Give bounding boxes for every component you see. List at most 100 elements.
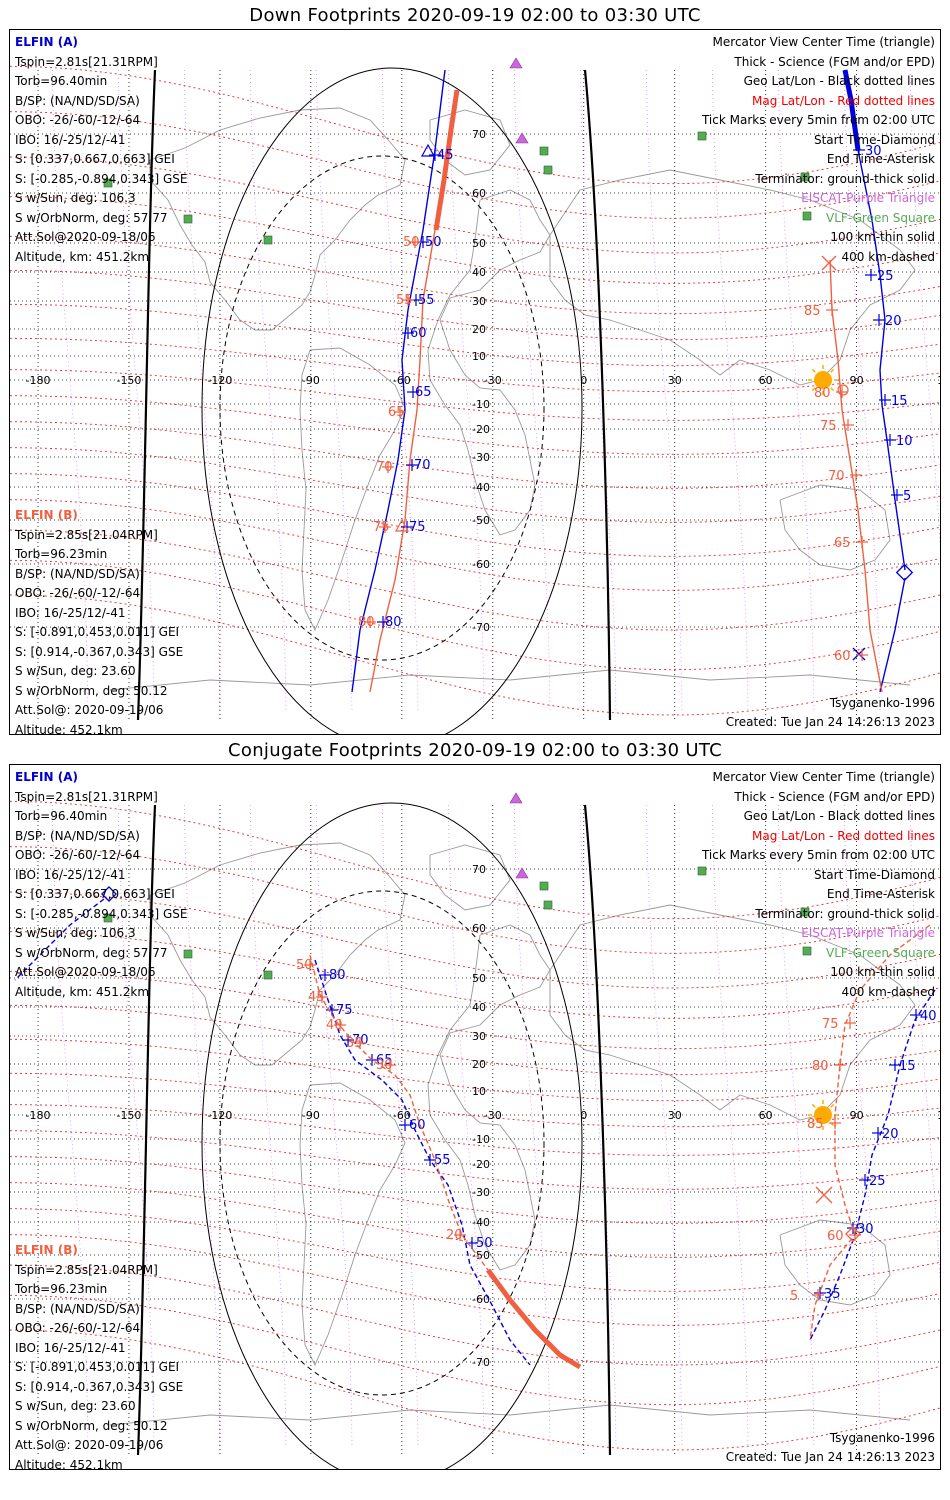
vlf-square-icon	[697, 131, 707, 141]
elfin-b-line: Torb=96.23min	[15, 547, 108, 561]
elfin-a-track-line	[14, 898, 105, 981]
elfin-a-line: S w/OrbNorm, deg: 57.77	[15, 945, 168, 960]
eiscat-triangle-icon	[515, 867, 529, 879]
lat-tick-label: 60	[472, 187, 486, 200]
lat-tick-label: -10	[472, 1133, 490, 1146]
elfin-b-tick-label: 45	[308, 990, 325, 1005]
eiscat-triangle-icon	[509, 792, 523, 804]
elfin-a-line: Tspin=2.81s[21.31RPM]	[15, 789, 158, 804]
elfin-a-line: Altitude, km: 451.2km	[15, 984, 150, 999]
panel2-title: Conjugate Footprints 2020-09-19 02:00 to…	[228, 740, 722, 761]
mag-lon-line	[579, 804, 617, 1446]
elfin-b-tick-label: 5	[790, 1289, 798, 1304]
elfin-a-line: OBO: -26/-60/-12/-64	[15, 848, 141, 862]
vlf-square-icon	[543, 900, 553, 910]
lat-tick-label: 60	[472, 922, 486, 935]
lat-tick-label: -60	[472, 558, 490, 571]
elfin-b-line: OBO: -26/-60/-12/-64	[15, 586, 141, 600]
lat-tick-label: 20	[472, 323, 486, 336]
elfin-a-tick-label: 30	[857, 1222, 874, 1237]
mag-lon-line	[711, 69, 749, 711]
mag-lat-line	[10, 65, 940, 185]
elfin-a-track-line	[879, 577, 906, 693]
elfin-a-line: IBO: 16/-25/12/-41	[15, 867, 126, 882]
mag-lon-line	[51, 804, 89, 1446]
elfin-a-line: S w/OrbNorm, deg: 57.77	[15, 210, 168, 225]
lon-tick-label: -30	[484, 374, 502, 387]
footprint-100km-line	[201, 802, 583, 1469]
elfin-a-tick-label: 15	[891, 394, 908, 409]
terminator-line	[583, 69, 612, 721]
legend-item: Mag Lat/Lon - Red dotted lines	[751, 93, 935, 108]
created-label: Created: Tue Jan 24 14:26:13 2023	[725, 1450, 935, 1464]
elfin-b-label: ELFIN (B)	[15, 508, 78, 522]
lon-tick-label: 120	[937, 374, 940, 387]
elfin-b-line: S w/OrbNorm, deg: 50.12	[15, 1418, 168, 1433]
elfin-a-tick-label: 80	[329, 968, 346, 983]
elfin-a-tick-label: 20	[885, 314, 902, 329]
mag-lon-line	[51, 69, 89, 711]
elfin-b-line: S: [0.914,-0.367,0.343] GSE	[15, 644, 184, 659]
legend: Mercator View Center Time (triangle) Thi…	[702, 768, 935, 1002]
mag-lat-line	[10, 1004, 940, 1076]
mag-lon-line	[579, 69, 617, 711]
elfin-b-tick-label: 65	[388, 405, 405, 420]
mag-lat-line	[10, 559, 940, 671]
mag-lat-line	[10, 1072, 940, 1128]
legend-item: 400 km-dashed	[841, 984, 935, 999]
elfin-b-line: S: [-0.891,0.453,0.011] GEI	[15, 1360, 180, 1374]
lat-tick-label: -20	[472, 1158, 490, 1171]
footprint-400km-dashed-line	[219, 155, 545, 661]
elfin-b-tick-label: 40	[326, 1018, 343, 1033]
elfin-a-track-line	[314, 959, 531, 1366]
elfin-b-tick-label: 80	[358, 615, 375, 630]
elfin-b-line: B/SP: (NA/ND/SD/SA)	[15, 1301, 140, 1316]
elfin-b-line: B/SP: (NA/ND/SD/SA)	[15, 566, 140, 581]
model-label: Tsyganenko-1996	[829, 696, 935, 710]
start-time-diamond-icon	[845, 1226, 861, 1242]
lat-tick-label: 40	[472, 1001, 486, 1014]
coastline	[549, 169, 916, 386]
mag-lat-line	[10, 1130, 940, 1190]
mag-lat-line	[10, 1264, 940, 1366]
elfin-a-tick-label: 30	[865, 144, 882, 159]
elfin-b-track-line	[309, 954, 489, 1271]
elfin-a-line: S: [0.337,0.667,0.663] GEI	[15, 887, 175, 901]
elfin-a-line: Altitude, km: 451.2km	[15, 249, 150, 264]
elfin-b-line: S w/Sun, deg: 23.60	[15, 1399, 136, 1413]
elfin-b-tick-label: 55	[396, 293, 413, 308]
mag-lat-line	[10, 111, 940, 219]
footprint-100km-line	[201, 67, 583, 734]
mag-lat-line	[10, 1329, 940, 1451]
coastline	[549, 904, 916, 1121]
sun-ray	[811, 1122, 816, 1127]
sun-ray	[830, 387, 835, 392]
elfin-a-tick-label: 70	[414, 458, 431, 473]
mag-lon-line	[909, 69, 940, 550]
elfin-b-tick-label: 75	[373, 520, 390, 535]
elfin-a-tick-label: 15	[899, 1059, 916, 1074]
sun-ray	[811, 387, 816, 392]
terminator-line	[136, 804, 157, 1456]
elfin-a-track-line	[809, 989, 936, 1341]
end-time-asterisk-icon	[821, 255, 837, 271]
mag-lon-line	[711, 804, 749, 1446]
elfin-b-line: OBO: -26/-60/-12/-64	[15, 1321, 141, 1335]
mag-lon-line	[315, 69, 353, 711]
legend-item: Mercator View Center Time (triangle)	[712, 35, 935, 49]
mag-lat-line	[10, 931, 940, 1019]
end-time-asterisk-icon	[852, 647, 866, 661]
vlf-square-icon	[103, 913, 113, 923]
elfin-a-tick-label: 55	[418, 293, 435, 308]
mag-lon-line	[513, 69, 551, 711]
elfin-b-line: Torb=96.23min	[15, 1282, 108, 1296]
elfin-b-line: Att.Sol@: 2020-09-19/06	[15, 703, 164, 717]
vlf-square-icon	[802, 211, 812, 221]
legend-item: Start Time-Diamond	[813, 867, 935, 882]
mag-lon-line	[777, 804, 815, 1446]
legend-item: Geo Lat/Lon - Black dotted lines	[743, 809, 935, 823]
elfin-b-line: IBO: 16/-25/12/-41	[15, 1340, 126, 1355]
mag-lon-line	[843, 69, 881, 711]
lat-tick-label: -70	[472, 1356, 490, 1369]
mag-lat-line	[10, 1182, 940, 1258]
